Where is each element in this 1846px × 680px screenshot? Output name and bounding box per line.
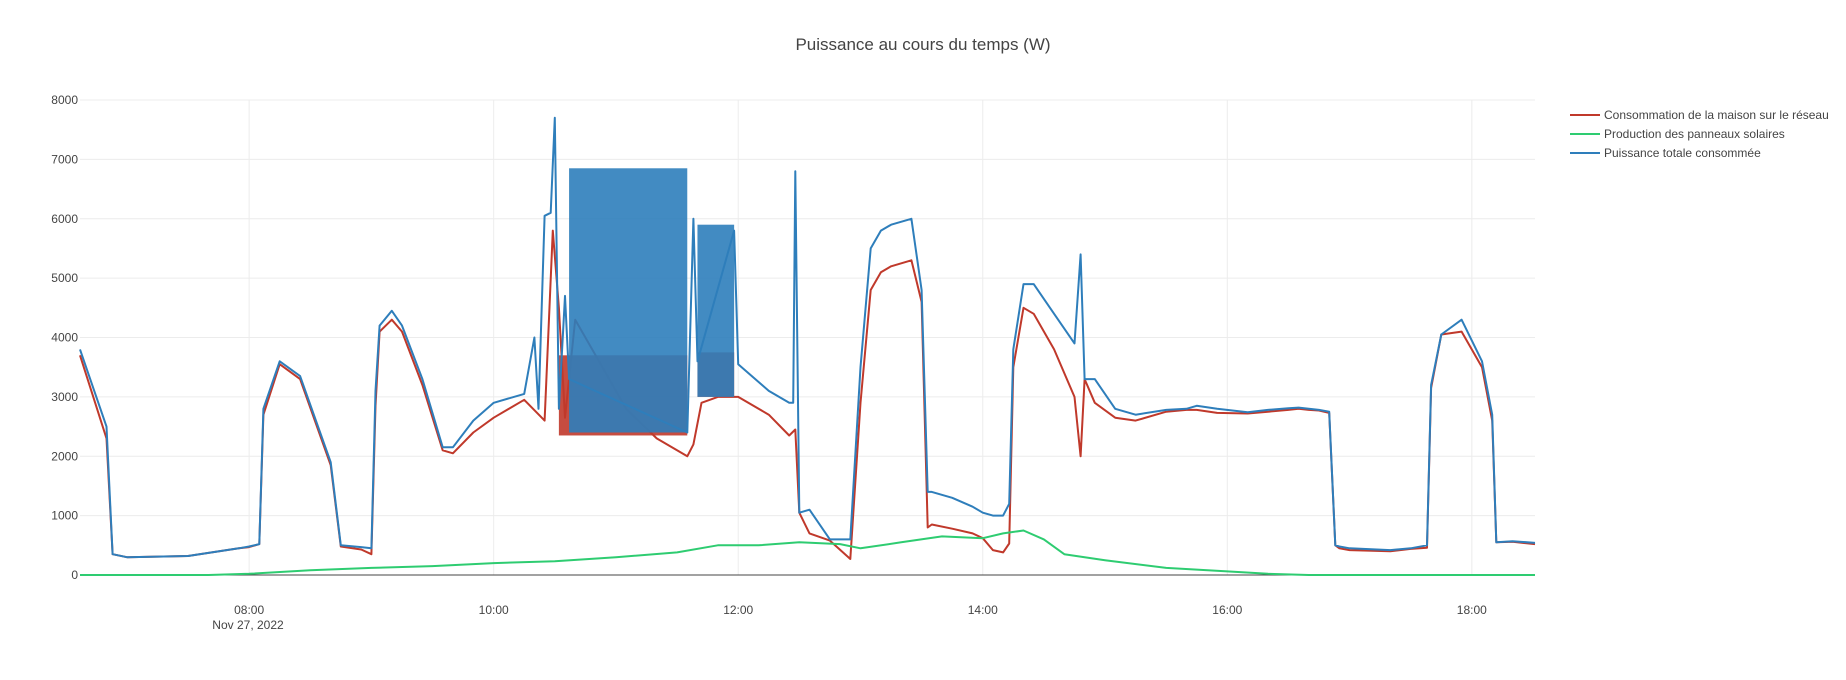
- legend-label: Puissance totale consommée: [1604, 146, 1761, 160]
- series-oscillation-band: [569, 168, 688, 433]
- y-tick-label: 3000: [51, 390, 78, 404]
- legend-item[interactable]: Puissance totale consommée: [1570, 146, 1761, 160]
- legend-label: Consommation de la maison sur le réseau: [1604, 108, 1829, 122]
- series-line: [79, 116, 1536, 559]
- x-axis: 08:00 10:00 12:00 14:00 16:00 18:00: [234, 603, 1487, 617]
- legend-item[interactable]: Production des panneaux solaires: [1570, 127, 1785, 141]
- x-tick-label: 18:00: [1457, 603, 1487, 617]
- legend-item[interactable]: Consommation de la maison sur le réseau: [1570, 108, 1829, 122]
- y-tick-label: 7000: [51, 152, 78, 166]
- y-tick-label: 2000: [51, 449, 78, 463]
- x-tick-label: 12:00: [723, 603, 753, 617]
- x-tick-label: 10:00: [479, 603, 509, 617]
- x-tick-label: 14:00: [968, 603, 998, 617]
- y-axis: 0 1000 2000 3000 4000 5000 6000 7000 8000: [51, 93, 78, 582]
- y-tick-label: 1000: [51, 509, 78, 523]
- chart-title: Puissance au cours du temps (W): [795, 35, 1050, 54]
- x-axis-date-label: Nov 27, 2022: [212, 618, 284, 632]
- y-tick-label: 4000: [51, 331, 78, 345]
- series-line: [80, 529, 1535, 576]
- y-tick-label: 6000: [51, 212, 78, 226]
- y-tick-label: 0: [71, 568, 78, 582]
- legend[interactable]: Consommation de la maison sur le réseau P…: [1570, 108, 1829, 160]
- y-tick-label: 8000: [51, 93, 78, 107]
- series-3: [79, 116, 1536, 559]
- series-layer: [79, 116, 1536, 576]
- y-tick-label: 5000: [51, 271, 78, 285]
- x-tick-label: 08:00: [234, 603, 264, 617]
- grid: [80, 99, 1535, 576]
- legend-label: Production des panneaux solaires: [1604, 127, 1785, 141]
- series-2: [80, 529, 1535, 576]
- x-tick-label: 16:00: [1212, 603, 1242, 617]
